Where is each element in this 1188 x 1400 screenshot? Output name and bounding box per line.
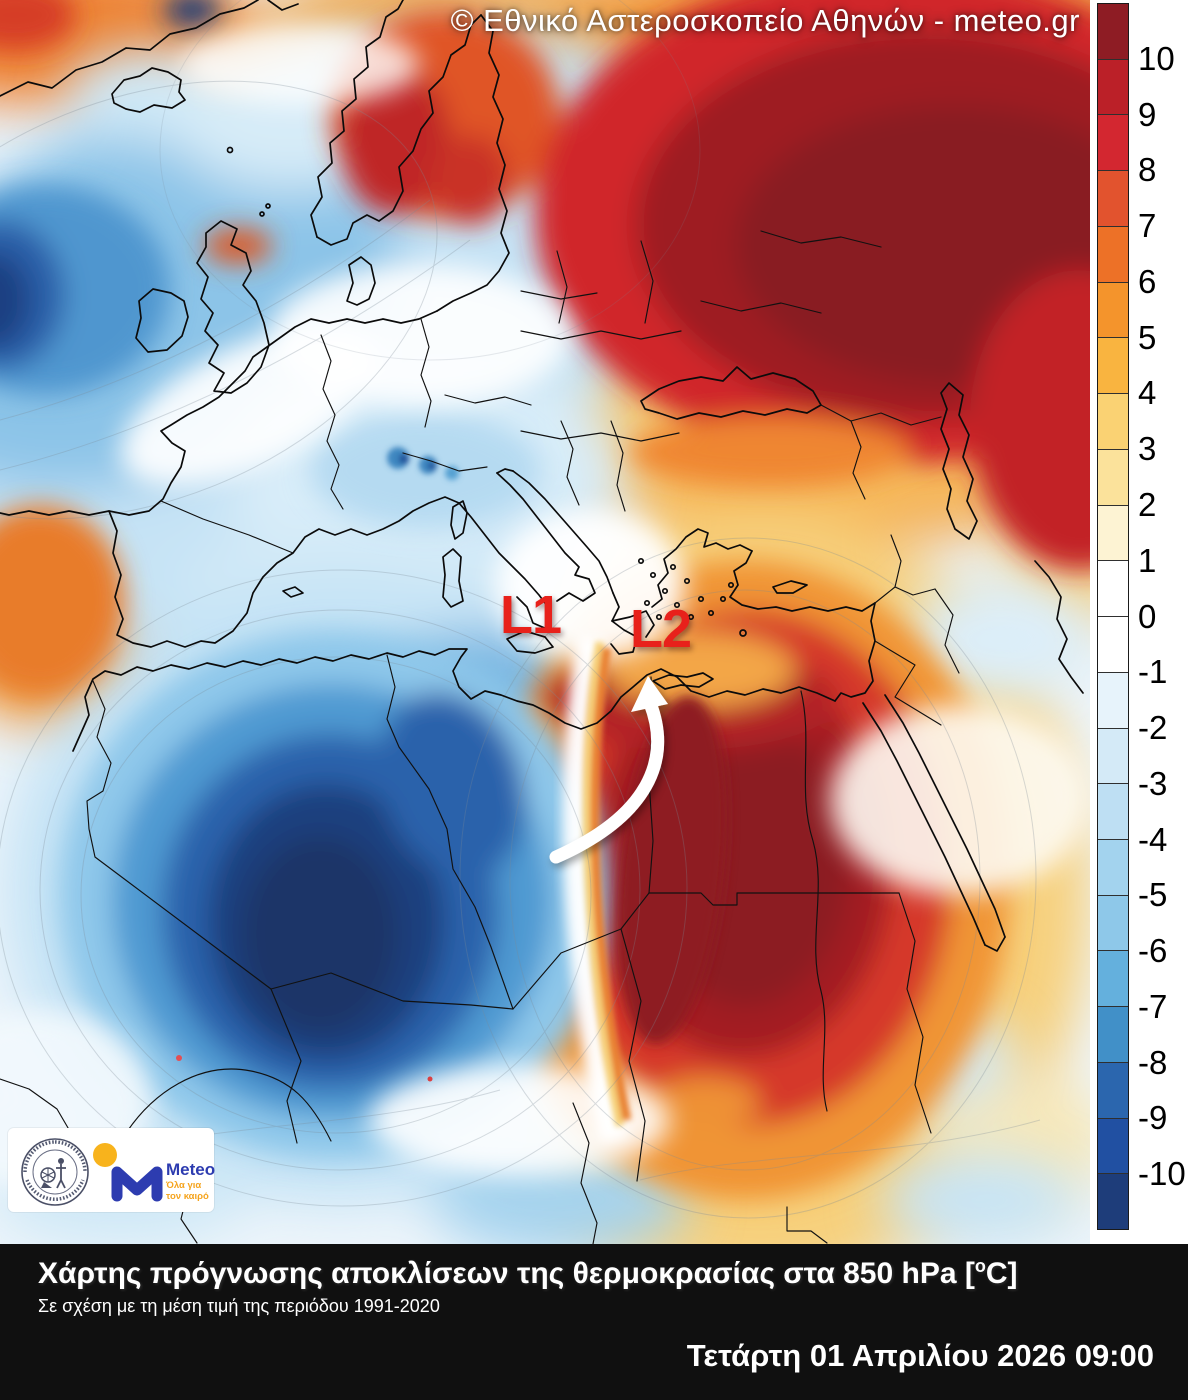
contour-lines bbox=[0, 0, 1041, 1219]
colorbar-tick-label: -8 bbox=[1138, 1043, 1168, 1081]
colorbar-tick-label: -2 bbox=[1138, 709, 1168, 747]
flow-arrow-icon bbox=[549, 676, 668, 864]
logos-panel: Meteo Όλα για τον καιρό bbox=[8, 1128, 216, 1212]
colorbar-segment bbox=[1098, 281, 1128, 338]
caption-bar: Χάρτης πρόγνωσης αποκλίσεων της θερμοκρα… bbox=[0, 1244, 1188, 1400]
colorbar-segment bbox=[1098, 671, 1128, 728]
meteo-logo-wordmark: Meteo bbox=[166, 1160, 216, 1179]
temperature-anomaly-field bbox=[0, 0, 1090, 1244]
colorbar-tick-label: 4 bbox=[1138, 374, 1157, 412]
colorbar-tick-label: 2 bbox=[1138, 485, 1157, 523]
colorbar-segment bbox=[1098, 1061, 1128, 1118]
temperature-colorbar bbox=[1097, 3, 1129, 1230]
colorbar-segment bbox=[1098, 114, 1128, 171]
map-title-unit: [oC] bbox=[964, 1256, 1018, 1290]
city-markers bbox=[176, 1055, 433, 1082]
colorbar-segment bbox=[1098, 58, 1128, 115]
colorbar-segment bbox=[1098, 783, 1128, 840]
colorbar-segment bbox=[1098, 727, 1128, 784]
colorbar-tick-label: 5 bbox=[1138, 318, 1157, 356]
colorbar-tick-label: 1 bbox=[1138, 541, 1157, 579]
map-title: Χάρτης πρόγνωσης αποκλίσεων της θερμοκρα… bbox=[38, 1256, 1018, 1290]
meteo-logo-tagline: Όλα για τον καιρό bbox=[166, 1180, 209, 1202]
logos-graphics bbox=[21, 1138, 163, 1206]
low-pressure-label-l1: L1 bbox=[500, 585, 562, 645]
colorbar-tick-label: -4 bbox=[1138, 820, 1168, 858]
colorbar-segment bbox=[1098, 225, 1128, 282]
colorbar-segment bbox=[1098, 504, 1128, 561]
colorbar-tick-label: 8 bbox=[1138, 151, 1157, 189]
colorbar-segment bbox=[1098, 393, 1128, 449]
colorbar-segment bbox=[1098, 170, 1128, 226]
colorbar-tick-label: -7 bbox=[1138, 987, 1168, 1025]
colorbar-tick-label: -1 bbox=[1138, 653, 1168, 691]
colorbar-segment bbox=[1098, 1006, 1128, 1062]
colorbar-segment bbox=[1098, 950, 1128, 1007]
colorbar-tick-label: 10 bbox=[1138, 39, 1175, 77]
colorbar-tick-label: -6 bbox=[1138, 932, 1168, 970]
colorbar-segment bbox=[1098, 894, 1128, 951]
forecast-datetime: Τετάρτη 01 Απριλίου 2026 09:00 bbox=[686, 1338, 1154, 1373]
colorbar-segment bbox=[1098, 560, 1128, 617]
coastlines bbox=[0, 0, 1084, 952]
low-pressure-label-l2: L2 bbox=[630, 599, 692, 659]
copyright-watermark: © Εθνικό Αστεροσκοπείο Αθηνών - meteo.gr bbox=[450, 3, 1080, 38]
anomaly-map-canvas: © Εθνικό Αστεροσκοπείο Αθηνών - meteo.gr… bbox=[0, 0, 1090, 1244]
colorbar-tick-label: -10 bbox=[1138, 1155, 1186, 1193]
noa-seal-logo bbox=[21, 1138, 89, 1206]
colorbar-tick-label: 9 bbox=[1138, 95, 1157, 133]
colorbar-segment bbox=[1098, 1117, 1128, 1174]
colorbar-tick-label: -3 bbox=[1138, 764, 1168, 802]
country-borders bbox=[0, 230, 960, 1244]
colorbar-segment bbox=[1098, 337, 1128, 394]
colorbar-segment bbox=[1098, 616, 1128, 672]
colorbar-segment bbox=[1098, 448, 1128, 505]
colorbar-tick-label: 6 bbox=[1138, 262, 1157, 300]
colorbar-segment bbox=[1098, 1173, 1128, 1230]
colorbar-tick-label: -5 bbox=[1138, 876, 1168, 914]
meteo-logo bbox=[93, 1143, 163, 1202]
colorbar-tick-label: 0 bbox=[1138, 597, 1157, 635]
alps-cold-spots bbox=[387, 447, 459, 480]
colorbar-tick-label: 7 bbox=[1138, 207, 1157, 245]
colorbar-segment bbox=[1098, 4, 1128, 59]
colorbar-panel: 10 9 8 7 6 5 4 3 2 1 0 -1 -2 -3 -4 -5 -6 -7 -8 -9 -10 bbox=[1090, 0, 1188, 1244]
colorbar-tick-label: -9 bbox=[1138, 1099, 1168, 1137]
colorbar-segment bbox=[1098, 839, 1128, 895]
cold-anomaly-cores bbox=[0, 0, 610, 1160]
colorbar-tick-label: 3 bbox=[1138, 430, 1157, 468]
map-subtitle: Σε σχέση με τη μέση τιμή της περιόδου 19… bbox=[38, 1296, 440, 1316]
